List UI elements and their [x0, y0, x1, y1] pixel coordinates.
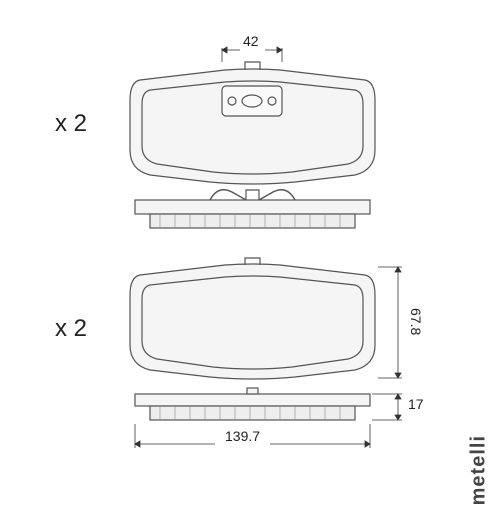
bottom-side-tab [247, 388, 258, 394]
dim-height-lines [378, 267, 402, 378]
dim-thickness-lines [372, 394, 402, 420]
top-side-clip-center [246, 190, 259, 200]
diagram-svg [0, 0, 500, 500]
top-side-backing [135, 200, 370, 214]
top-pad-group [130, 47, 375, 184]
bottom-pad-side-group [135, 388, 402, 448]
bottom-pad-group [130, 258, 402, 379]
bottom-pad-outline [130, 264, 375, 379]
dim-width-lines [135, 424, 370, 448]
bottom-side-backing [135, 394, 370, 406]
top-side-friction [150, 214, 355, 228]
diagram-canvas: x 2 x 2 42 139.7 67.8 17 metelli [0, 0, 500, 500]
top-side-clip [210, 190, 295, 200]
top-pad-side-group [135, 190, 370, 228]
bottom-side-friction [150, 406, 355, 420]
top-clip-body [222, 86, 282, 116]
dim-clip-lines [222, 47, 282, 62]
